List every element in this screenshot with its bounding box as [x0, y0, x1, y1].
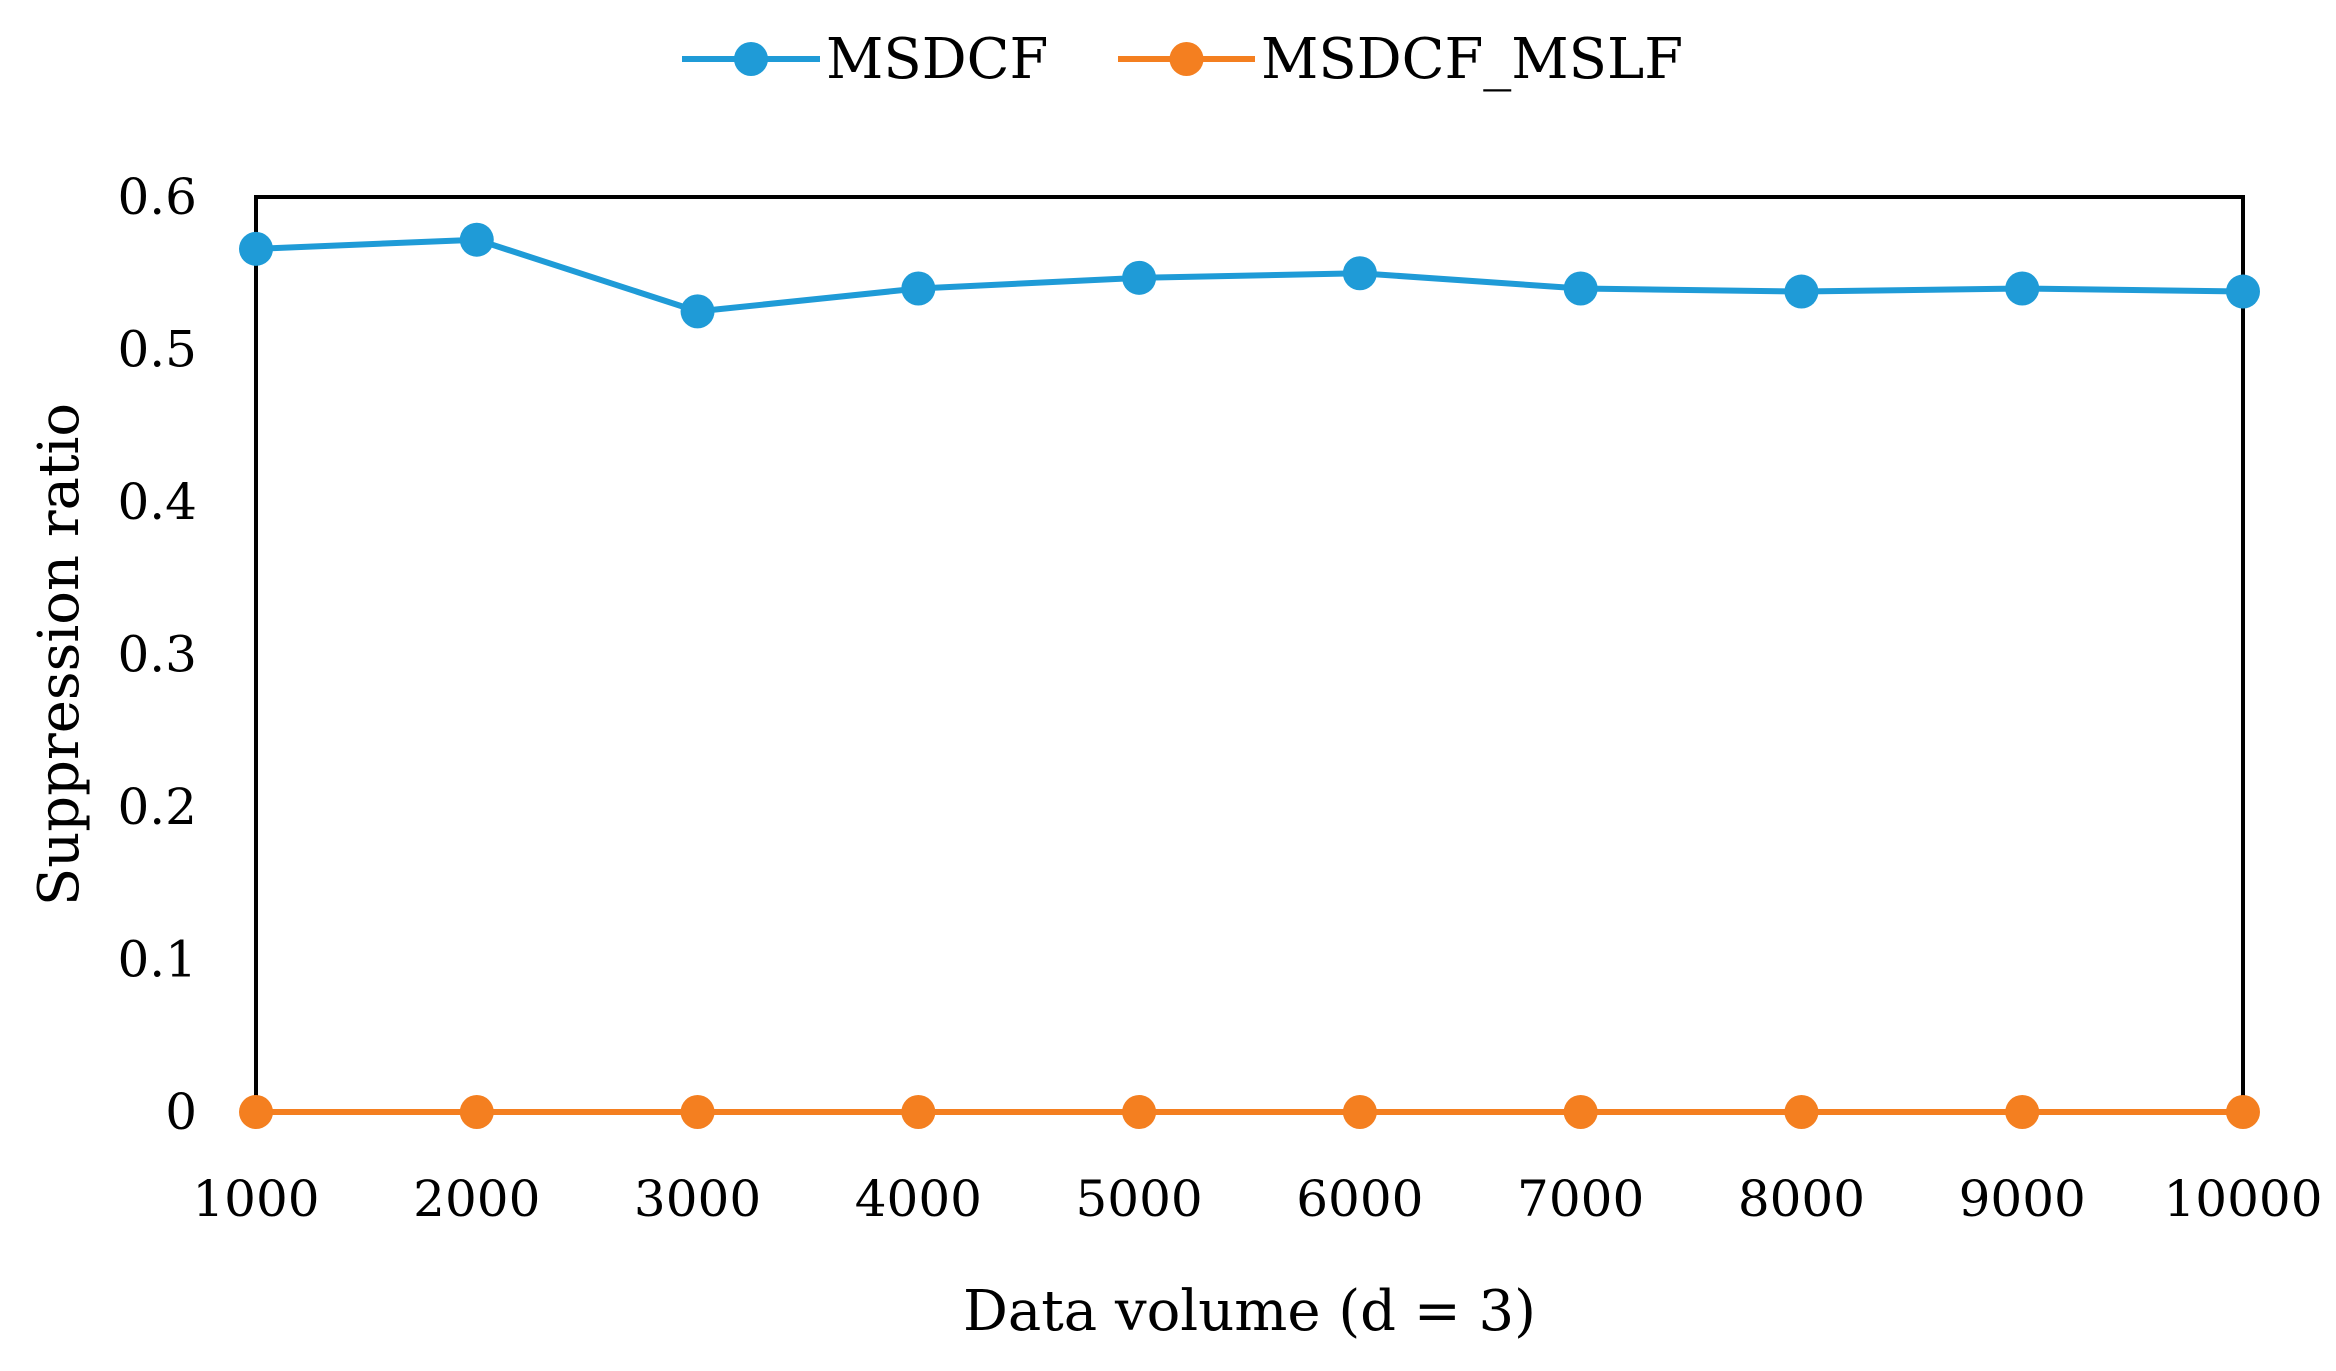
- legend-label: MSDCF: [826, 27, 1048, 92]
- legend-marker: [734, 42, 768, 76]
- data-point: [680, 1095, 715, 1129]
- x-tick-label: 9000: [1959, 1170, 2086, 1228]
- data-point: [1122, 260, 1157, 295]
- y-axis-title: Suppression ratio: [27, 403, 92, 906]
- data-point: [459, 1095, 494, 1129]
- x-tick-label: 6000: [1296, 1170, 1423, 1228]
- data-point: [1122, 1095, 1157, 1129]
- data-point: [239, 1095, 273, 1129]
- x-tick-label: 10000: [2163, 1170, 2322, 1228]
- data-point: [1563, 1095, 1598, 1129]
- plot-area-frame: [254, 195, 2245, 1114]
- data-point: [239, 231, 273, 266]
- y-tick-label: 0.6: [117, 168, 197, 226]
- y-tick-label: 0.1: [117, 931, 197, 989]
- data-point: [459, 222, 494, 257]
- data-point: [2005, 1095, 2040, 1129]
- y-tick-label: 0.4: [117, 473, 197, 531]
- legend-item: MSDCF: [682, 27, 1048, 92]
- series-line: [255, 236, 2244, 315]
- x-tick-label: 4000: [855, 1170, 982, 1228]
- y-tick-label: 0.3: [117, 626, 197, 684]
- data-point: [2226, 1095, 2260, 1129]
- data-point: [901, 271, 936, 306]
- legend-marker: [1169, 42, 1204, 76]
- x-axis-title: Data volume (d = 3): [963, 1279, 1536, 1344]
- x-tick-label: 1000: [192, 1170, 319, 1228]
- x-tick-label: 7000: [1517, 1170, 1644, 1228]
- y-axis-ticks: 0 0.1 0.2 0.3 0.4 0.5 0.6: [117, 168, 197, 1141]
- series-msdcf-mslf: [239, 1095, 2260, 1129]
- data-point: [1342, 1095, 1377, 1129]
- data-point: [901, 1095, 936, 1129]
- legend: MSDCF MSDCF_MSLF: [682, 27, 1683, 92]
- y-tick-label: 0: [165, 1083, 197, 1141]
- x-axis-ticks: 1000 2000 3000 4000 5000 6000 7000 8000 9000 1000…: [192, 1170, 2322, 1228]
- data-point: [680, 294, 715, 329]
- x-tick-label: 2000: [413, 1170, 540, 1228]
- series-layer: [239, 222, 2260, 1129]
- data-point: [2005, 271, 2040, 306]
- legend-item: MSDCF_MSLF: [1118, 27, 1683, 92]
- data-point: [1342, 256, 1377, 291]
- x-tick-label: 5000: [1075, 1170, 1202, 1228]
- data-point: [1563, 271, 1598, 306]
- y-tick-label: 0.5: [117, 321, 197, 379]
- data-point: [1784, 274, 1819, 309]
- series-msdcf: [239, 222, 2260, 329]
- data-point: [1784, 1095, 1819, 1129]
- x-tick-label: 3000: [634, 1170, 761, 1228]
- y-tick-label: 0.2: [117, 778, 197, 836]
- x-tick-label: 8000: [1738, 1170, 1865, 1228]
- legend-label: MSDCF_MSLF: [1261, 27, 1683, 92]
- data-point: [2226, 274, 2260, 309]
